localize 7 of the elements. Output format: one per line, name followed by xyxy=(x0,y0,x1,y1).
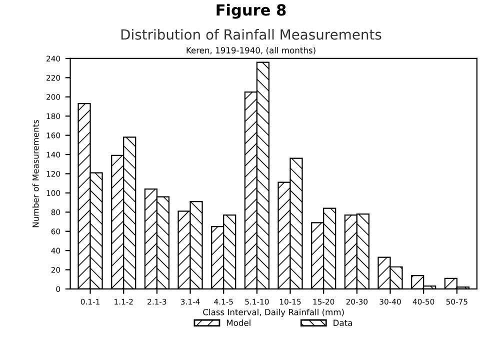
legend-label: Data xyxy=(334,320,352,326)
legend-label: Model xyxy=(226,320,250,326)
chart-subtitle: Distribution of Rainfall Measurements xyxy=(121,29,382,40)
x-axis-title: Class Interval, Daily Rainfall (mm) xyxy=(203,308,344,317)
y-axis-title: Number of Measurements xyxy=(32,120,39,228)
text: Keren, 1919-1940, (all months) xyxy=(186,46,316,54)
chart-title: Figure 8 xyxy=(216,4,286,19)
